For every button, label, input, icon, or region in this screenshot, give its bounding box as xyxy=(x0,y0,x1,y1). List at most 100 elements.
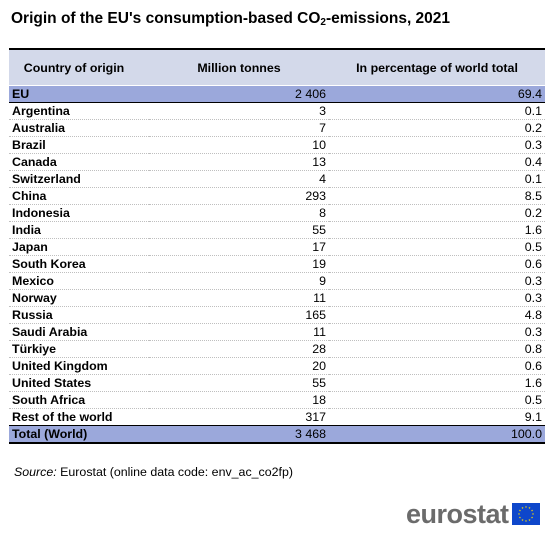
flag-star xyxy=(520,506,524,509)
percent-cell: 69.4 xyxy=(329,85,545,103)
tonnes-cell: 13 xyxy=(149,153,329,171)
source-text: Eurostat (online data code: env_ac_co2fp… xyxy=(56,465,293,479)
table-row: Saudi Arabia 11 0.3 xyxy=(9,323,545,341)
country-cell: Türkiye xyxy=(9,340,149,358)
percent-cell: 0.5 xyxy=(329,391,545,409)
flag-star xyxy=(518,509,521,512)
country-cell: Rest of the world xyxy=(9,408,149,426)
flag-star xyxy=(530,509,533,512)
country-cell: United Kingdom xyxy=(9,357,149,375)
country-cell: Brazil xyxy=(9,136,149,154)
flag-star xyxy=(524,505,527,508)
percent-cell: 0.8 xyxy=(329,340,545,358)
country-cell: Russia xyxy=(9,306,149,324)
country-cell: Saudi Arabia xyxy=(9,323,149,341)
flag-star xyxy=(530,516,533,519)
table-row: Mexico 9 0.3 xyxy=(9,272,545,290)
country-cell: South Africa xyxy=(9,391,149,409)
country-cell: Mexico xyxy=(9,272,149,290)
country-cell: Argentina xyxy=(9,102,149,120)
tonnes-cell: 17 xyxy=(149,238,329,256)
country-cell: India xyxy=(9,221,149,239)
tonnes-cell: 3 xyxy=(149,102,329,120)
table-row: Brazil 10 0.3 xyxy=(9,136,545,154)
tonnes-cell: 55 xyxy=(149,221,329,239)
table-row: Norway 11 0.3 xyxy=(9,289,545,307)
table-row: Japan 17 0.5 xyxy=(9,238,545,256)
tonnes-cell: 293 xyxy=(149,187,329,205)
percent-cell: 0.2 xyxy=(329,119,545,137)
table-row: Russia 165 4.8 xyxy=(9,306,545,324)
flag-star xyxy=(531,512,534,515)
eu-flag-icon xyxy=(511,503,540,525)
country-cell: Australia xyxy=(9,119,149,137)
tonnes-cell: 9 xyxy=(149,272,329,290)
percent-cell: 0.1 xyxy=(329,170,545,188)
title-prefix: Origin of the EU's consumption-based CO xyxy=(11,10,321,27)
percent-cell: 0.3 xyxy=(329,289,545,307)
country-cell: Switzerland xyxy=(9,170,149,188)
percent-cell: 0.3 xyxy=(329,323,545,341)
tonnes-cell: 3 468 xyxy=(149,425,329,444)
percent-cell: 9.1 xyxy=(329,408,545,426)
page-title: Origin of the EU's consumption-based CO2… xyxy=(11,10,450,28)
percent-cell: 0.6 xyxy=(329,357,545,375)
percent-cell: 0.1 xyxy=(329,102,545,120)
flag-star xyxy=(527,518,531,521)
eurostat-logo: eurostat xyxy=(406,500,540,528)
tonnes-cell: 20 xyxy=(149,357,329,375)
percent-cell: 0.2 xyxy=(329,204,545,222)
table-row: Canada 13 0.4 xyxy=(9,153,545,171)
table-body: EU 2 406 69.4 Argentina 3 0.1 Australia 7 0.2 Bra… xyxy=(9,85,545,444)
country-cell: South Korea xyxy=(9,255,149,273)
table-row: Argentina 3 0.1 xyxy=(9,102,545,120)
country-cell: China xyxy=(9,187,149,205)
flag-star xyxy=(524,519,527,522)
table-row: South Africa 18 0.5 xyxy=(9,391,545,409)
header-tonnes: Million tonnes xyxy=(149,48,329,86)
tonnes-cell: 7 xyxy=(149,119,329,137)
country-cell: Indonesia xyxy=(9,204,149,222)
tonnes-cell: 317 xyxy=(149,408,329,426)
percent-cell: 1.6 xyxy=(329,221,545,239)
table-row: China 293 8.5 xyxy=(9,187,545,205)
percent-cell: 0.3 xyxy=(329,272,545,290)
header-percent: In percentage of world total xyxy=(329,48,545,86)
table-row: Rest of the world 317 9.1 xyxy=(9,408,545,426)
flag-star xyxy=(527,506,531,509)
table-row: United States 55 1.6 xyxy=(9,374,545,392)
flag-star xyxy=(520,518,524,521)
source-note: Source: Eurostat (online data code: env_… xyxy=(14,465,293,479)
tonnes-cell: 11 xyxy=(149,323,329,341)
table-row: EU 2 406 69.4 xyxy=(9,85,545,103)
header-country: Country of origin xyxy=(9,48,149,86)
table-row: Indonesia 8 0.2 xyxy=(9,204,545,222)
country-cell: United States xyxy=(9,374,149,392)
title-suffix: -emissions, 2021 xyxy=(325,10,451,27)
table-header: Country of origin Million tonnes In perc… xyxy=(9,48,545,86)
flag-star xyxy=(517,512,520,515)
table-row: India 55 1.6 xyxy=(9,221,545,239)
logo-text: eurostat xyxy=(406,499,509,529)
table-row: Switzerland 4 0.1 xyxy=(9,170,545,188)
percent-cell: 0.6 xyxy=(329,255,545,273)
tonnes-cell: 4 xyxy=(149,170,329,188)
country-cell: Japan xyxy=(9,238,149,256)
percent-cell: 0.5 xyxy=(329,238,545,256)
tonnes-cell: 18 xyxy=(149,391,329,409)
tonnes-cell: 55 xyxy=(149,374,329,392)
emissions-table: Country of origin Million tonnes In perc… xyxy=(9,48,545,444)
country-cell: Canada xyxy=(9,153,149,171)
tonnes-cell: 10 xyxy=(149,136,329,154)
tonnes-cell: 11 xyxy=(149,289,329,307)
title-subscript: 2 xyxy=(320,17,326,28)
source-label: Source: xyxy=(14,465,57,479)
tonnes-cell: 2 406 xyxy=(149,85,329,103)
percent-cell: 4.8 xyxy=(329,306,545,324)
percent-cell: 0.4 xyxy=(329,153,545,171)
tonnes-cell: 165 xyxy=(149,306,329,324)
tonnes-cell: 8 xyxy=(149,204,329,222)
table-row: Australia 7 0.2 xyxy=(9,119,545,137)
table-row: United Kingdom 20 0.6 xyxy=(9,357,545,375)
percent-cell: 8.5 xyxy=(329,187,545,205)
